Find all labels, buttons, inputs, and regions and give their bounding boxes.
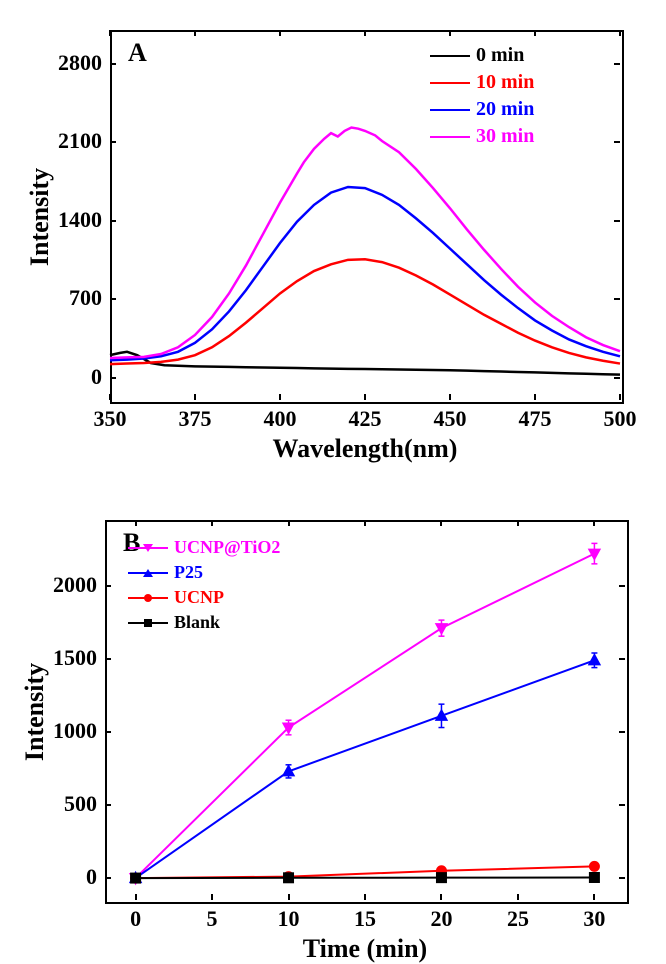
panel-a-xlabel: Wavelength(nm) xyxy=(245,434,485,464)
panel-a-ylabel: Intensity xyxy=(25,117,55,317)
panel-b-xlabel: Time (min) xyxy=(245,934,485,964)
figure-container: A Intensity Wavelength(nm) 3503754004254… xyxy=(0,0,666,962)
panel-a-legend: 0 min10 min20 min30 min xyxy=(430,42,534,150)
panel-a-svg xyxy=(108,28,622,402)
panel-a-letter: A xyxy=(128,38,147,68)
panel-b-ylabel: Intensity xyxy=(20,612,50,812)
panel-b-legend: UCNP@TiO2P25UCNPBlank xyxy=(128,535,280,635)
